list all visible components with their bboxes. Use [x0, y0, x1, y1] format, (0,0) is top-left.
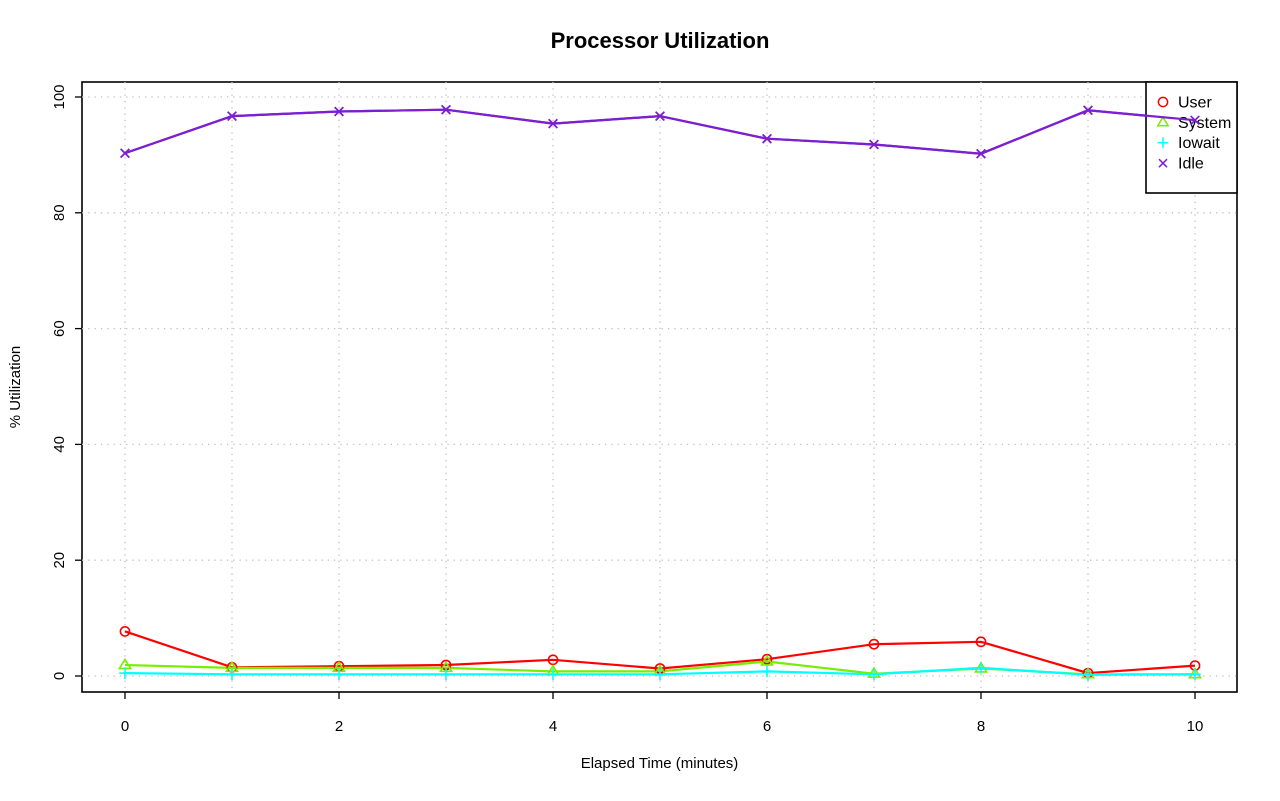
- svg-text:0: 0: [51, 672, 68, 680]
- svg-text:10: 10: [1187, 718, 1204, 735]
- svg-text:Processor Utilization: Processor Utilization: [551, 28, 770, 53]
- svg-text:System: System: [1178, 115, 1231, 132]
- svg-text:Elapsed Time (minutes): Elapsed Time (minutes): [581, 755, 739, 772]
- svg-text:0: 0: [121, 718, 129, 735]
- svg-text:40: 40: [51, 436, 68, 453]
- svg-text:80: 80: [51, 204, 68, 221]
- svg-text:8: 8: [977, 718, 985, 735]
- svg-text:6: 6: [763, 718, 771, 735]
- svg-text:User: User: [1178, 95, 1212, 112]
- svg-text:100: 100: [51, 84, 68, 109]
- svg-text:% Utilization: % Utilization: [7, 346, 24, 429]
- svg-text:Idle: Idle: [1178, 156, 1204, 173]
- svg-text:60: 60: [51, 320, 68, 337]
- svg-text:20: 20: [51, 552, 68, 569]
- svg-text:4: 4: [549, 718, 557, 735]
- svg-text:2: 2: [335, 718, 343, 735]
- svg-text:Iowait: Iowait: [1178, 135, 1220, 152]
